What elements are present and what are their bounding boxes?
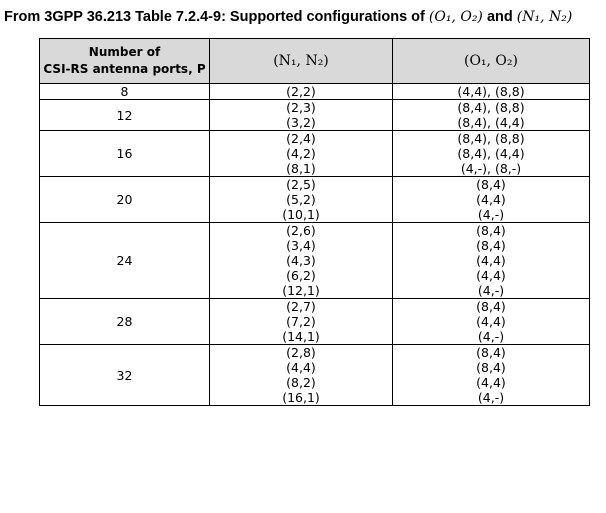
o1o2-cell: (4,-) (392, 329, 590, 345)
ports-cell: 12 (39, 99, 210, 131)
table-row: (10,1) (4,-) (40, 207, 590, 223)
table-row: 12 (2,3) (8,4), (8,8) (39, 99, 590, 131)
ports-cell: 28 (39, 298, 210, 345)
table-row: (8,2) (4,4) (40, 375, 590, 390)
caption-mid: and (486, 9, 517, 25)
header-n1n2: (N₁, N₂) (209, 38, 393, 84)
n1n2-cell: (14,1) (209, 329, 393, 345)
o1o2-cell: (8,4) (392, 238, 590, 253)
table-caption: From 3GPP 36.213 Table 7.2.4-9: Supporte… (4, 6, 604, 28)
ports-cell: 16 (39, 130, 210, 177)
caption-math-n: (N₁, N₂) (516, 9, 573, 25)
n1n2-cell: (2,2) (209, 83, 393, 100)
n1n2-cell: (10,1) (209, 207, 393, 223)
o1o2-cell: (4,4) (392, 192, 590, 207)
table-row: (7,2) (4,4) (40, 314, 590, 329)
o1o2-cell: (4,4) (392, 268, 590, 283)
o1o2-cell: (4,-) (392, 207, 590, 223)
n1n2-cell: (3,4) (209, 238, 393, 253)
n1n2-cell: (6,2) (209, 268, 393, 283)
o1o2-cell: (8,4), (4,4) (392, 146, 590, 161)
table-row: 32 (2,8) (8,4) (39, 344, 590, 406)
caption-prefix: From 3GPP 36.213 Table 7.2.4-9: Supporte… (4, 9, 429, 25)
o1o2-cell: (4,-) (392, 390, 590, 406)
o1o2-cell: (4,4), (8,8) (392, 83, 590, 100)
o1o2-cell: (8,4), (8,8) (392, 130, 590, 146)
n1n2-cell: (4,3) (209, 253, 393, 268)
n1n2-cell: (2,7) (209, 298, 393, 314)
n1n2-cell: (8,1) (209, 161, 393, 177)
table-body: 8 (2,2) (4,4), (8,8) 12 (2,3) (8,4), (8,8) (3,… (39, 83, 590, 406)
n1n2-cell: (4,4) (209, 360, 393, 375)
table-row: 28 (2,7) (8,4) (39, 298, 590, 345)
ports-cell: 20 (39, 176, 210, 223)
table-row: (3,2) (8,4), (4,4) (40, 115, 590, 131)
header-o1o2: (O₁, O₂) (392, 38, 590, 84)
n1n2-cell: (12,1) (209, 283, 393, 299)
table-row: 8 (2,2) (4,4), (8,8) (39, 83, 590, 100)
table-row: (4,2) (8,4), (4,4) (40, 146, 590, 161)
table-row: (3,4) (8,4) (40, 238, 590, 253)
o1o2-cell: (4,4) (392, 314, 590, 329)
ports-cell: 32 (39, 344, 210, 406)
o1o2-cell: (8,4) (392, 298, 590, 314)
n1n2-cell: (16,1) (209, 390, 393, 406)
table-row: 20 (2,5) (8,4) (39, 176, 590, 223)
header-ports-line1: Number of (88, 45, 161, 59)
table-row: 16 (2,4) (8,4), (8,8) (39, 130, 590, 177)
table-row: (5,2) (4,4) (40, 192, 590, 207)
o1o2-cell: (4,4) (392, 375, 590, 390)
header-ports: Number of CSI-RS antenna ports, P (39, 38, 210, 84)
table-row: (6,2) (4,4) (40, 268, 590, 283)
n1n2-cell: (2,5) (209, 176, 393, 192)
n1n2-cell: (3,2) (209, 115, 393, 131)
table-row: (4,4) (8,4) (40, 360, 590, 375)
n1n2-cell: (7,2) (209, 314, 393, 329)
n1n2-cell: (2,3) (209, 99, 393, 115)
n1n2-cell: (4,2) (209, 146, 393, 161)
o1o2-cell: (8,4) (392, 360, 590, 375)
table-row: 24 (2,6) (8,4) (39, 222, 590, 299)
configurations-table: Number of CSI-RS antenna ports, P (N₁, N₂… (39, 38, 590, 406)
n1n2-cell: (2,4) (209, 130, 393, 146)
table-row: (4,3) (4,4) (40, 253, 590, 268)
n1n2-cell: (2,8) (209, 344, 393, 360)
header-ports-line2: CSI-RS antenna ports, P (43, 62, 206, 76)
o1o2-cell: (4,-), (8,-) (392, 161, 590, 177)
o1o2-cell: (4,-) (392, 283, 590, 299)
o1o2-cell: (8,4) (392, 176, 590, 192)
caption-math-o: (O₁, O₂) (428, 9, 483, 25)
n1n2-cell: (8,2) (209, 375, 393, 390)
o1o2-cell: (4,4) (392, 253, 590, 268)
table-row: (16,1) (4,-) (40, 390, 590, 406)
n1n2-cell: (2,6) (209, 222, 393, 238)
ports-cell: 8 (39, 83, 210, 100)
o1o2-cell: (8,4), (8,8) (392, 99, 590, 115)
table-row: (12,1) (4,-) (40, 283, 590, 299)
o1o2-cell: (8,4) (392, 222, 590, 238)
n1n2-cell: (5,2) (209, 192, 393, 207)
o1o2-cell: (8,4), (4,4) (392, 115, 590, 131)
o1o2-cell: (8,4) (392, 344, 590, 360)
ports-cell: 24 (39, 222, 210, 299)
header-row: Number of CSI-RS antenna ports, P (N₁, N₂… (39, 38, 590, 84)
